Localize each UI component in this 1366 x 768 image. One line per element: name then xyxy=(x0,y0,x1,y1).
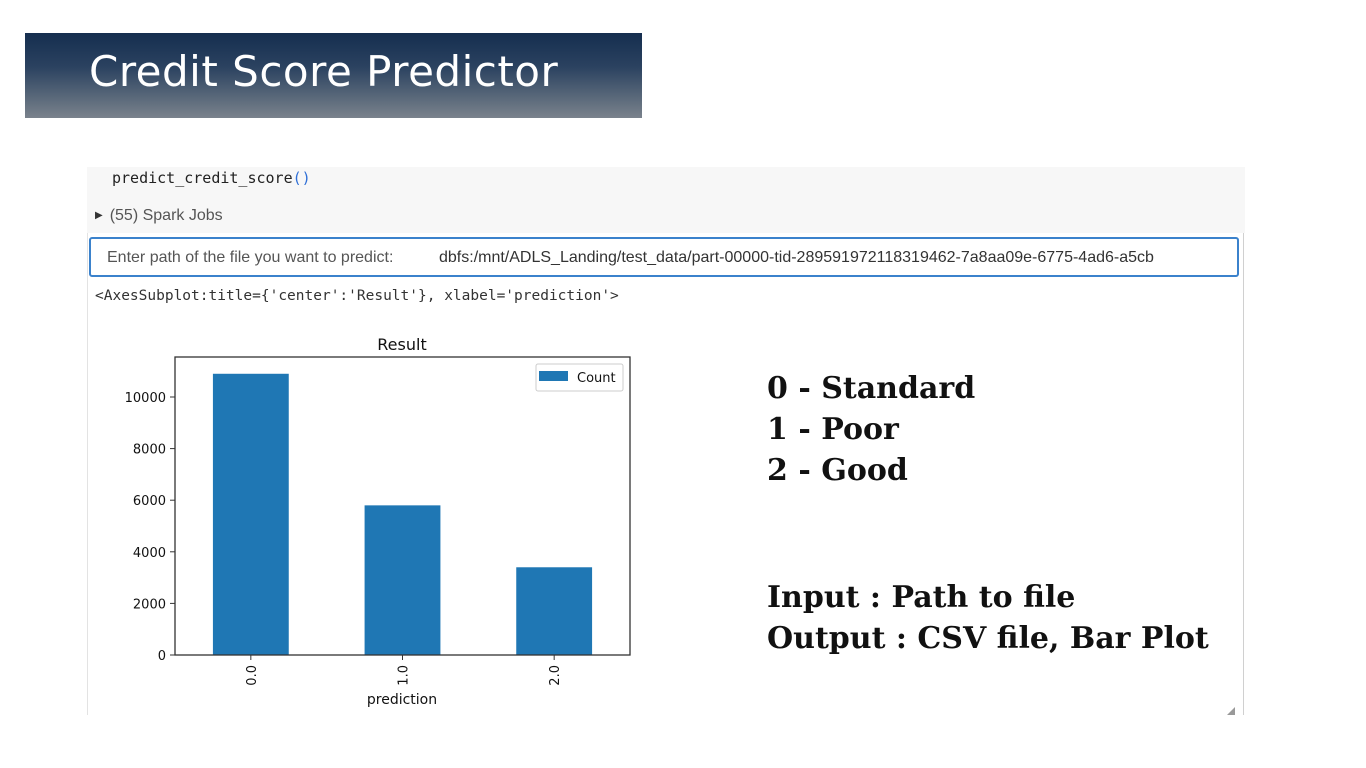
output-description: Output : CSV file, Bar Plot xyxy=(767,621,1209,656)
code-parens: () xyxy=(292,169,311,187)
chart-title: Result xyxy=(377,335,426,354)
resize-handle-icon[interactable] xyxy=(1225,705,1235,715)
slide-title: Credit Score Predictor xyxy=(89,47,559,96)
chart-bars xyxy=(212,373,593,655)
code-function-name: predict_credit_score xyxy=(112,169,293,187)
class-label-standard: 0 - Standard xyxy=(767,371,976,406)
y-tick-label: 8000 xyxy=(133,443,166,458)
bar-1.0 xyxy=(364,505,441,655)
y-tick-label: 6000 xyxy=(133,494,166,509)
x-tick-label: 1.0 xyxy=(397,665,412,686)
bar-0.0 xyxy=(212,373,289,655)
title-banner: Credit Score Predictor xyxy=(25,33,642,118)
y-tick-label: 4000 xyxy=(133,546,166,561)
input-description: Input : Path to file xyxy=(767,580,1076,615)
axes-repr-output: <AxesSubplot:title={'center':'Result'}, … xyxy=(95,288,619,304)
code-area[interactable]: predict_credit_score() ▶ (55) Spark Jobs xyxy=(87,167,1245,233)
y-tick-label: 0 xyxy=(158,649,166,664)
x-tick-label: 2.0 xyxy=(548,665,563,686)
bar-2.0 xyxy=(516,567,593,655)
notebook-cell: predict_credit_score() ▶ (55) Spark Jobs … xyxy=(87,167,1245,715)
path-input[interactable]: Enter path of the file you want to predi… xyxy=(89,237,1239,277)
spark-jobs-toggle[interactable]: ▶ (55) Spark Jobs xyxy=(95,207,223,225)
x-axis-label: prediction xyxy=(367,692,437,708)
y-axis: 0 2000 4000 6000 8000 10000 xyxy=(125,391,175,664)
y-tick-label: 10000 xyxy=(125,391,166,406)
path-input-prompt: Enter path of the file you want to predi… xyxy=(107,249,394,266)
x-tick-label: 0.0 xyxy=(245,665,260,686)
class-label-good: 2 - Good xyxy=(767,453,908,488)
path-input-value[interactable]: dbfs:/mnt/ADLS_Landing/test_data/part-00… xyxy=(439,249,1154,266)
legend-swatch xyxy=(539,371,568,381)
expand-caret-icon: ▶ xyxy=(95,210,103,221)
x-axis: 0.0 1.0 2.0 xyxy=(245,655,563,686)
spark-jobs-label: (55) Spark Jobs xyxy=(109,207,223,224)
y-tick-label: 2000 xyxy=(133,597,166,612)
legend-box xyxy=(535,363,624,392)
class-label-poor: 1 - Poor xyxy=(767,412,899,447)
code-line: predict_credit_score() xyxy=(112,169,311,187)
chart-legend: Count xyxy=(535,363,624,392)
output-area xyxy=(87,233,1244,715)
legend-label: Count xyxy=(577,371,616,386)
